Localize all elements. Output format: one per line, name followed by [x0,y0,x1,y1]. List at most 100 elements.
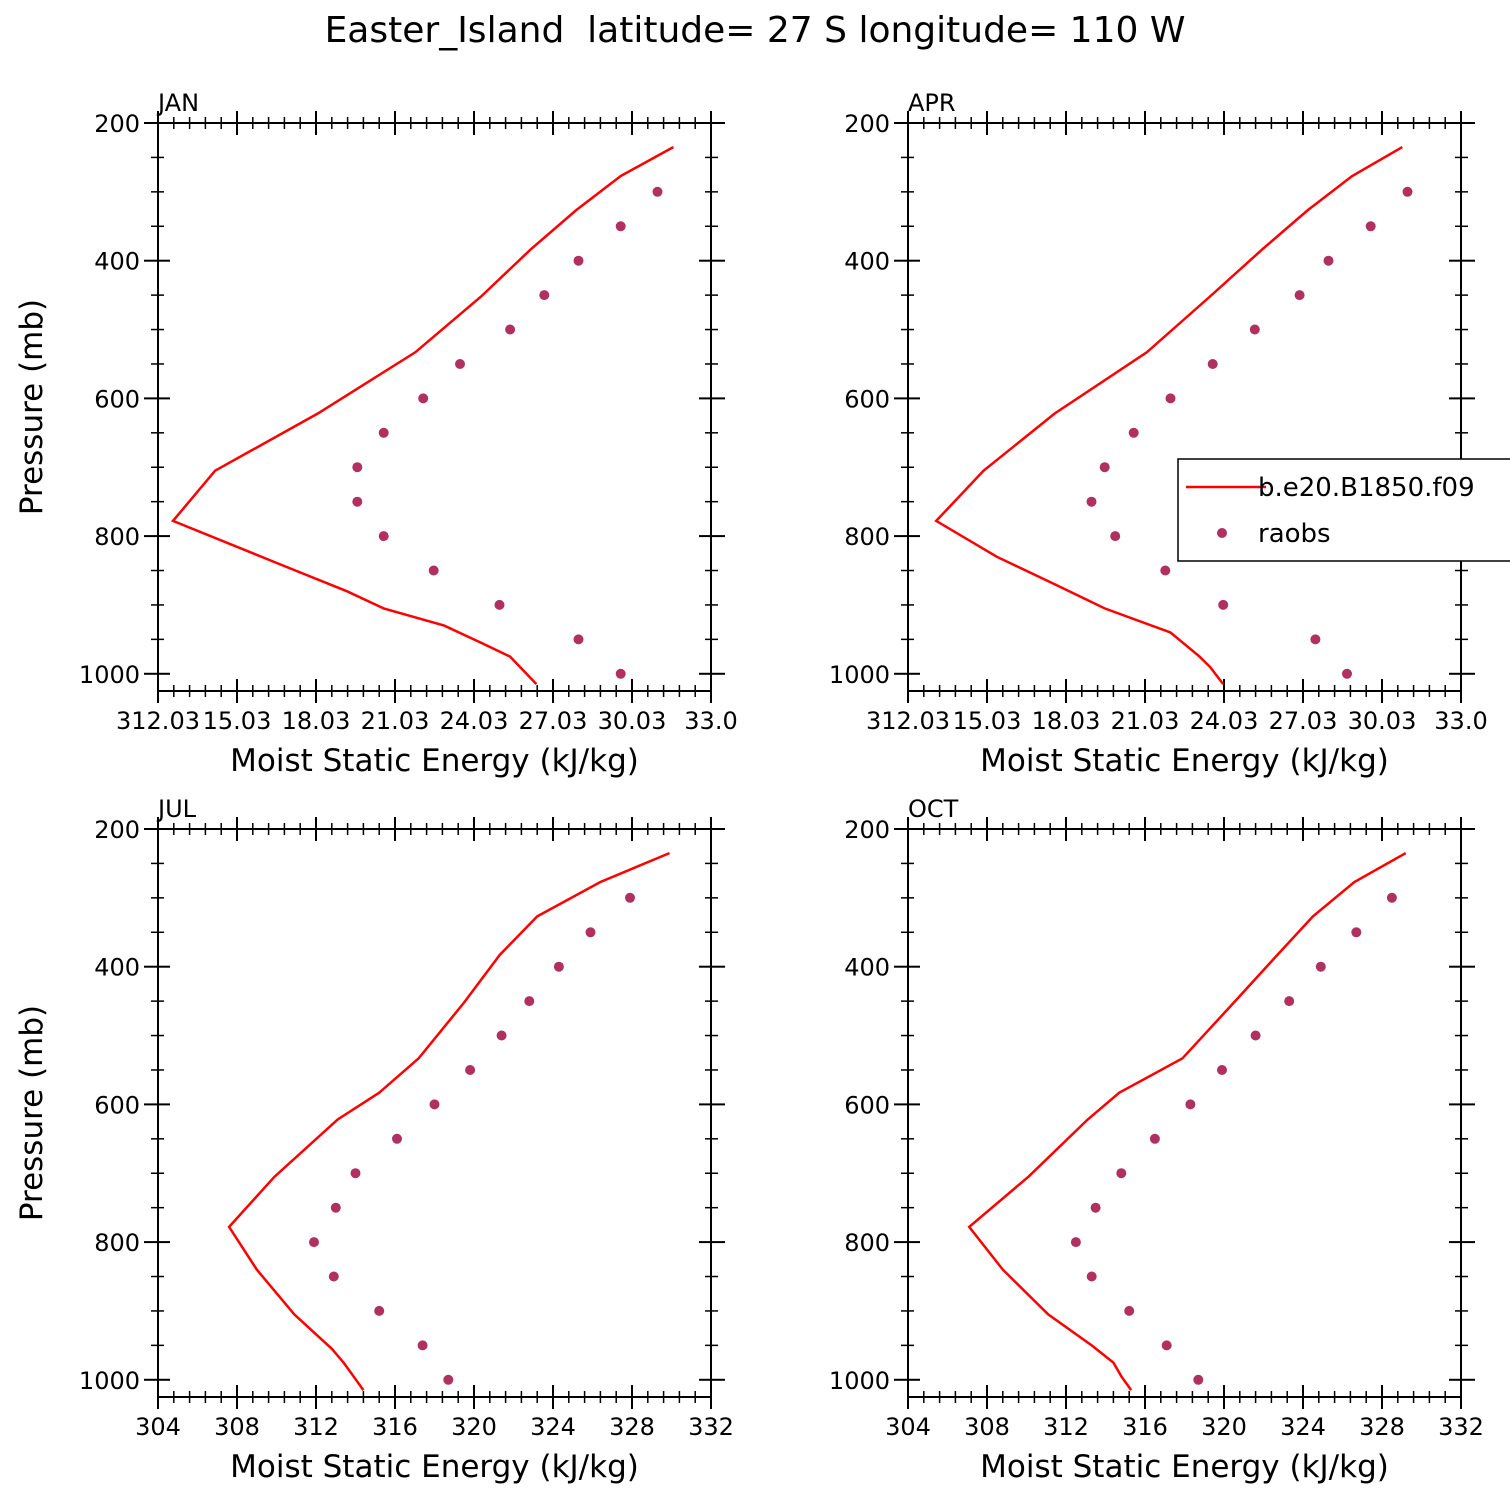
panel-jan-xtick-label: 21.03 [361,707,430,735]
chart-title: Easter_Island latitude= 27 S longitude= … [324,10,1186,51]
panel-jul-xtick-label: 320 [451,1413,497,1441]
panel-jul-ytick-label: 1000 [79,1367,140,1395]
panel-apr-ytick-label: 200 [844,110,890,138]
panel-oct-raobs-point [1070,1237,1081,1248]
panel-oct-xlabel: Moist Static Energy (kJ/kg) [980,1449,1389,1485]
panel-apr-ytick-label: 600 [844,385,890,413]
panel-oct-ytick-label: 200 [844,816,890,844]
panel-oct-ytick-label: 400 [844,954,890,982]
panel-jul-xtick-label: 308 [214,1413,260,1441]
panel-jan-raobs-point [505,324,516,335]
panel-apr-raobs-point [1110,531,1121,542]
panel-jul-raobs-point [417,1340,428,1351]
panel-jan-frame [157,122,712,692]
panel-oct-label: OCT [908,795,959,823]
panel-oct-ytick-label: 800 [844,1229,890,1257]
panel-jul-xtick-label: 328 [609,1413,655,1441]
panel-apr-raobs-point [1099,462,1110,473]
panel-jan-xlabel: Moist Static Energy (kJ/kg) [230,743,639,779]
panel-apr-raobs-point [1165,393,1176,404]
panel-jan-xtick-label: 30.03 [598,707,667,735]
legend-model-label: b.e20.B1850.f09 [1258,473,1475,503]
panel-oct-xtick-label: 320 [1201,1413,1247,1441]
panel-oct-raobs-point [1250,1030,1261,1041]
panel-jan-xtick-label: 15.03 [203,707,272,735]
panel-jan-ytick-label: 1000 [79,661,140,689]
panel-oct-xtick-label: 328 [1359,1413,1405,1441]
panel-apr-raobs-point [1323,255,1334,266]
panel-jan-raobs-point [418,393,429,404]
panel-oct-xtick-label: 332 [1438,1413,1484,1441]
panel-jul-xtick-label: 324 [530,1413,576,1441]
panel-apr-ytick-label: 800 [844,523,890,551]
panel-apr-raobs-point [1365,221,1376,232]
panel-apr-xtick-label: 312.03 [866,707,950,735]
panel-jul-raobs-point [330,1202,341,1213]
panel-jul-label: JUL [156,795,197,823]
panel-oct-raobs-point [1124,1305,1135,1316]
panel-jan-xtick-label: 312.03 [116,707,200,735]
panel-apr-frame [907,122,1462,692]
panel-oct-raobs-point [1086,1271,1097,1282]
panel-oct-xtick-label: 316 [1122,1413,1168,1441]
legend-obs-label: raobs [1258,519,1331,549]
panel-jan-raobs-point [378,427,389,438]
panel-jul-xtick-label: 316 [372,1413,418,1441]
panel-apr-raobs-point [1402,186,1413,197]
panel-jan-raobs-point [352,496,363,507]
legend-obs-swatch [1217,528,1227,538]
panel-jul-xtick-label: 312 [293,1413,339,1441]
panel-oct-ytick-label: 600 [844,1091,890,1119]
panel-apr-xtick-label: 21.03 [1111,707,1180,735]
panel-apr-xlabel: Moist Static Energy (kJ/kg) [980,743,1389,779]
panel-jan-raobs-point [615,668,626,679]
panel-oct-ytick-label: 1000 [829,1367,890,1395]
panel-jul-raobs-point [443,1374,454,1385]
panel-oct-raobs-point [1284,996,1295,1007]
panel-jan-raobs-point [378,531,389,542]
panel-jul-raobs-point [350,1168,361,1179]
panel-jan-ytick-label: 400 [94,248,140,276]
panel-jul-raobs-point [625,892,635,903]
panel-jan-raobs-point [573,634,584,645]
panel-oct-raobs-point [1351,927,1362,938]
panel-jul-raobs-point [374,1305,385,1316]
panel-jan-ytick-label: 800 [94,523,140,551]
panel-jul-xtick-label: 332 [688,1413,734,1441]
panel-jan-raobs-point [573,255,584,266]
panel-jan-ylabel: Pressure (mb) [14,299,50,515]
panel-jul-raobs-point [465,1065,476,1075]
panel-jul-xtick-label: 304 [135,1413,181,1441]
panel-oct-raobs-point [1185,1099,1196,1110]
panel-oct-raobs-point [1090,1202,1101,1213]
panel-oct-raobs-point [1116,1168,1127,1179]
panel-apr-xtick-label: 24.03 [1190,707,1259,735]
panel-jul-raobs-point [553,961,564,972]
panel-jan-xtick-label: 18.03 [282,707,351,735]
panel-apr-ytick-label: 1000 [829,661,890,689]
panel-jan-xtick-label: 24.03 [440,707,509,735]
panel-jan-label: JAN [156,89,199,117]
panel-apr-raobs-point [1128,427,1139,438]
panel-jul-raobs-point [585,927,596,938]
panel-apr-xtick-label: 15.03 [953,707,1022,735]
panel-jul-raobs-point [496,1030,507,1041]
panel-jul-xlabel: Moist Static Energy (kJ/kg) [230,1449,639,1485]
panel-apr-raobs-point [1160,565,1171,576]
panel-jul-frame [157,828,712,1398]
panel-oct-raobs-point [1217,1065,1227,1075]
panel-apr-raobs-point [1218,599,1229,610]
panel-jan-raobs-point [352,462,363,473]
panel-apr-xtick-label: 18.03 [1032,707,1101,735]
panel-jan-xtick-label: 27.03 [519,707,588,735]
panel-oct-raobs-point [1193,1374,1204,1385]
panel-jul-raobs-point [429,1099,440,1110]
legend-box [1177,458,1510,562]
panel-jul-model-line [227,851,670,1391]
panel-jul-raobs-point [309,1237,319,1248]
panel-apr-ytick-label: 400 [844,248,890,276]
panel-oct-raobs-point [1149,1133,1160,1144]
panel-jan-raobs-point [494,599,505,610]
panel-apr-xtick-label: 27.03 [1269,707,1338,735]
